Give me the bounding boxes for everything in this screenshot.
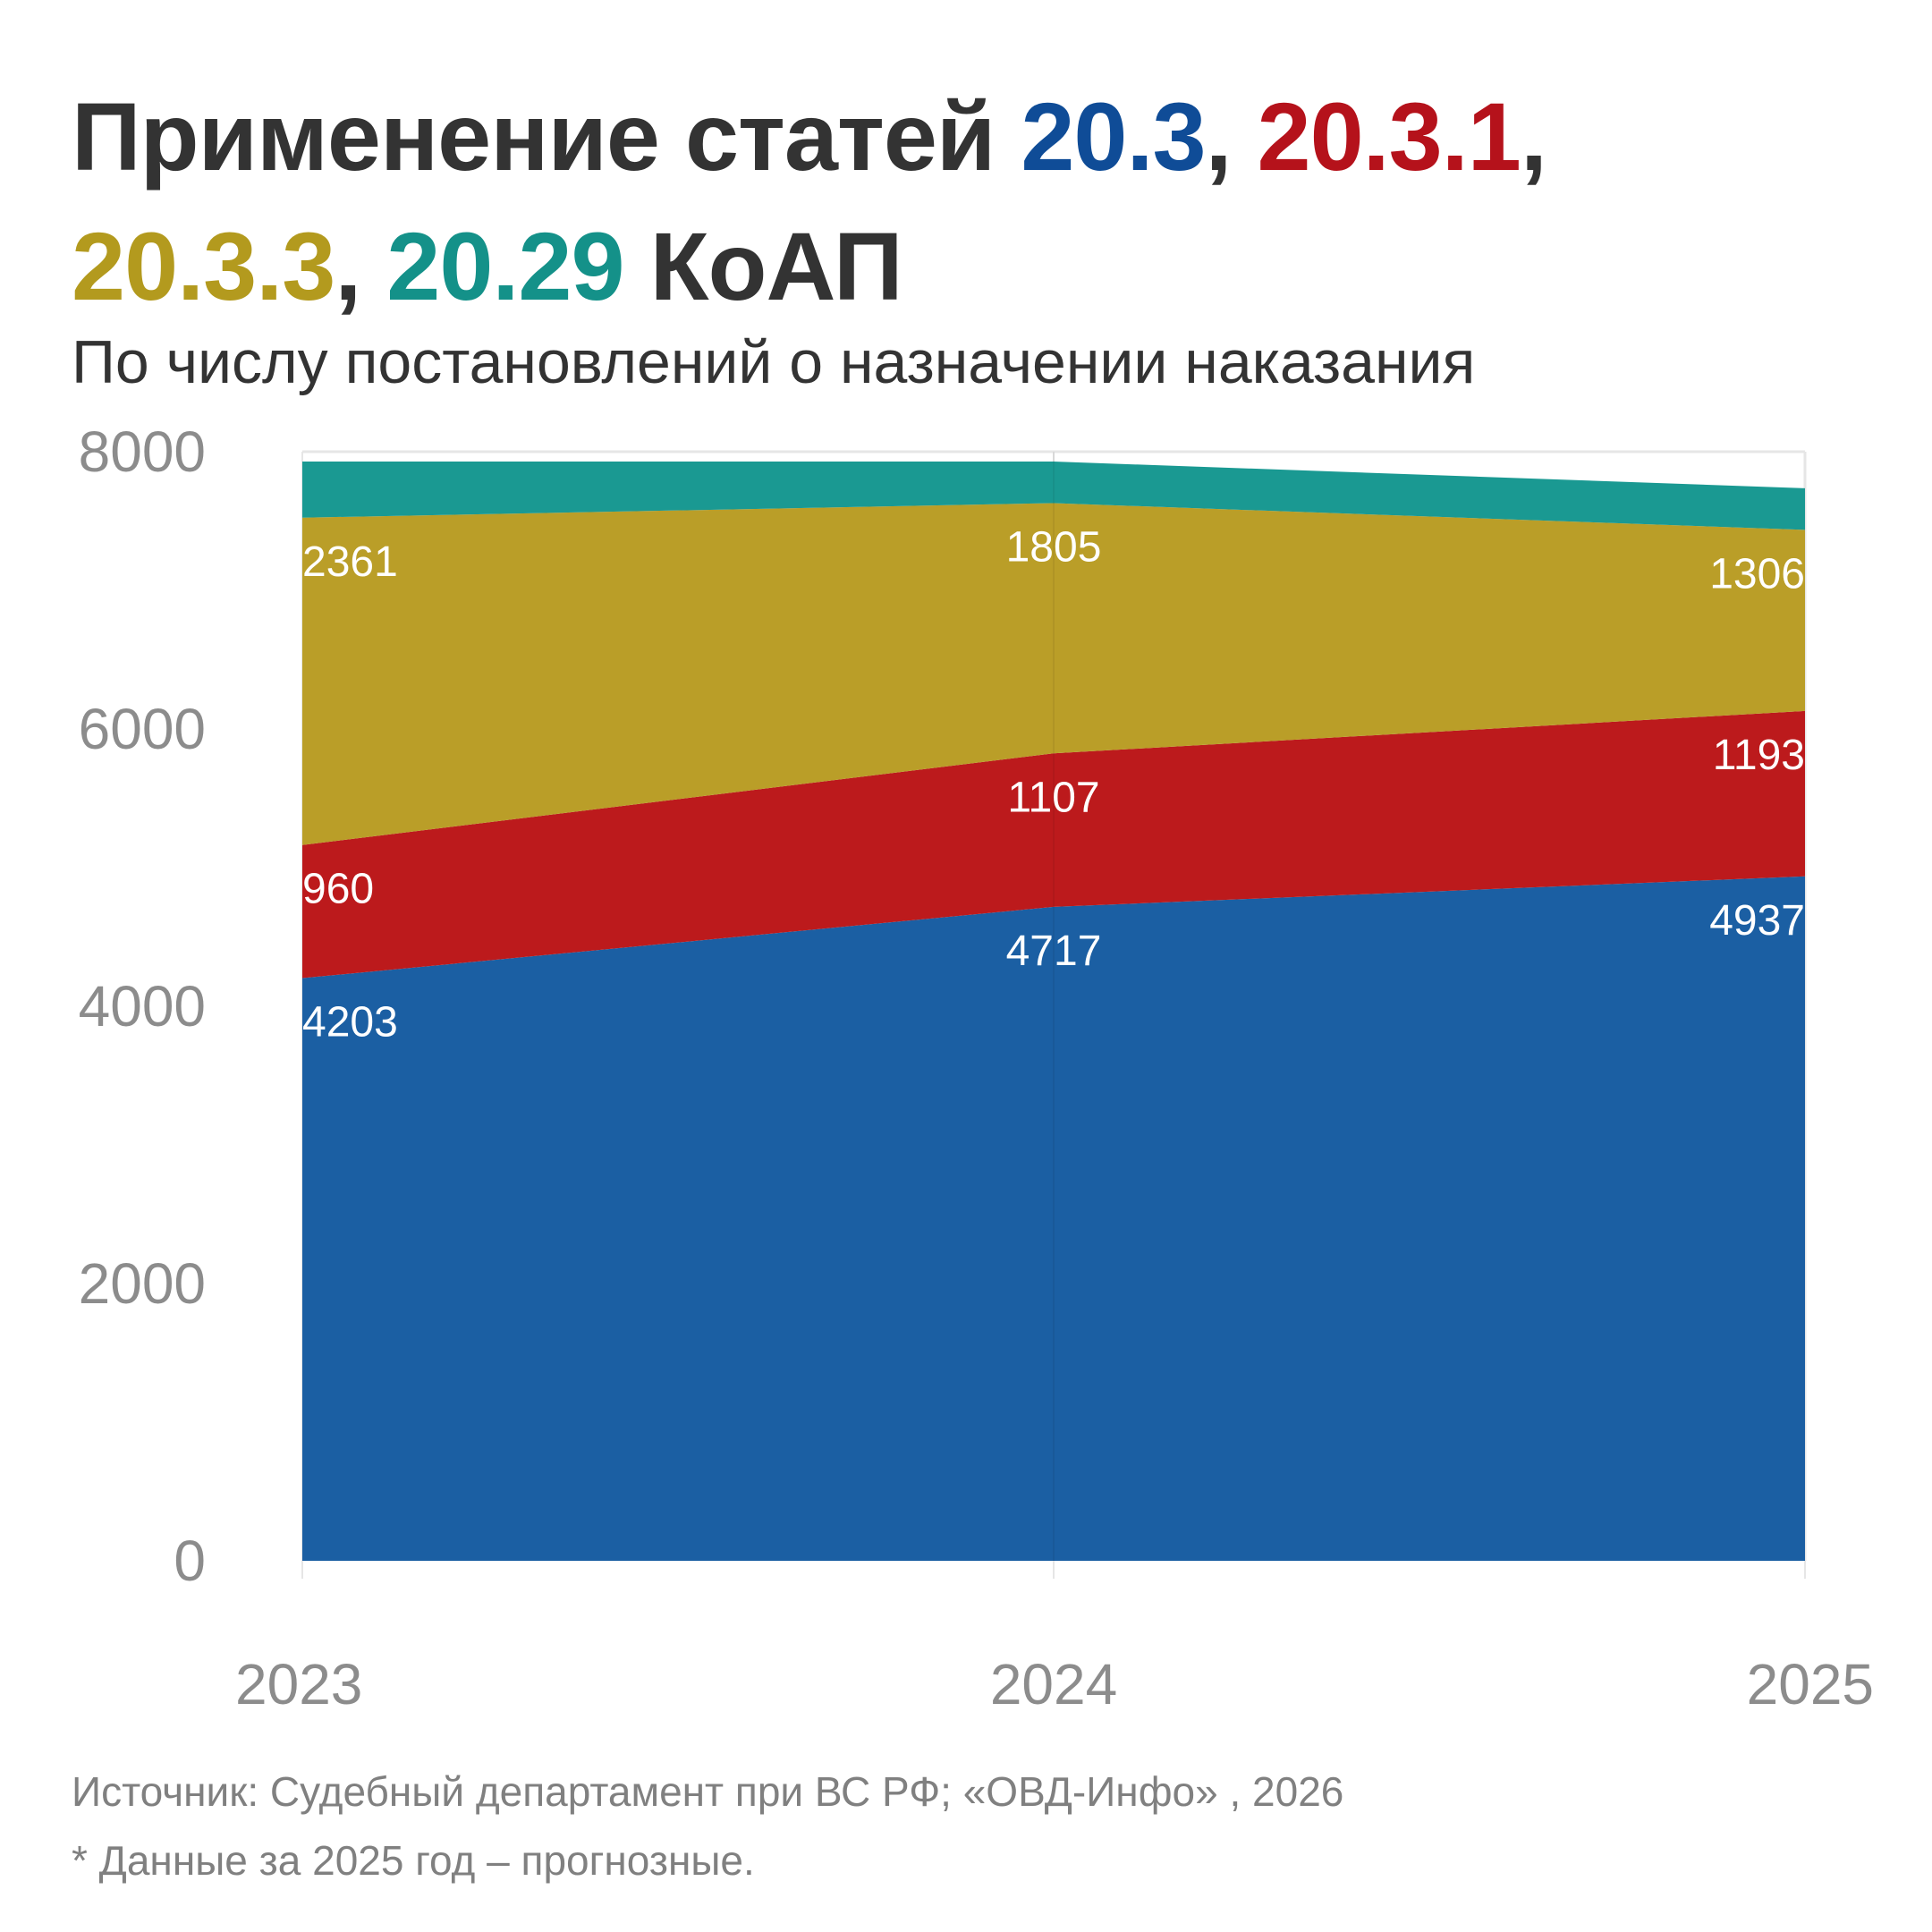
data-label: 4717 — [1006, 928, 1102, 975]
title-separator: , — [335, 212, 387, 320]
y-tick-label: 0 — [174, 1529, 206, 1593]
y-tick-label: 6000 — [79, 697, 206, 761]
data-label: 1107 — [1007, 774, 1099, 821]
y-tick-label: 4000 — [79, 974, 206, 1038]
data-label: 4937 — [1709, 897, 1805, 945]
title-suffix: КоАП — [623, 212, 903, 320]
x-tick-label: 2023 — [235, 1652, 362, 1716]
y-tick-label: 2000 — [79, 1251, 206, 1316]
chart-subtitle: По числу постановлений о назначении нака… — [72, 328, 1476, 396]
forecast-note: * Данные за 2025 год – прогнозные. — [72, 1837, 755, 1884]
x-tick-label: 2025 — [1747, 1652, 1874, 1716]
x-tick-label: 2024 — [990, 1652, 1117, 1716]
data-label: 1805 — [1006, 524, 1102, 572]
title-separator: , — [1520, 82, 1547, 191]
data-label: 1306 — [1709, 550, 1805, 597]
data-label: 1193 — [1713, 732, 1805, 779]
title-code-20-3: 20.3 — [1021, 82, 1206, 191]
source-note: Источник: Судебный департамент при ВС РФ… — [72, 1768, 1344, 1815]
title-code-20-3-1: 20.3.1 — [1257, 82, 1521, 191]
area-series-1 — [302, 876, 1805, 1561]
data-label: 4203 — [302, 999, 398, 1046]
data-label: 960 — [302, 866, 374, 913]
y-tick-label: 8000 — [79, 419, 206, 484]
title-code-20-3-3: 20.3.3 — [72, 212, 335, 320]
area-series-4 — [302, 462, 1805, 530]
data-label: 2361 — [302, 538, 398, 586]
area-series-2 — [302, 710, 1805, 979]
title-code-20-29: 20.29 — [386, 212, 624, 320]
chart-title: Применение статей 20.3, 20.3.1, 20.3.3, 2… — [72, 72, 1860, 331]
area-series-3 — [302, 503, 1805, 845]
title-separator: , — [1205, 82, 1258, 191]
title-prefix: Применение статей — [72, 82, 1021, 191]
